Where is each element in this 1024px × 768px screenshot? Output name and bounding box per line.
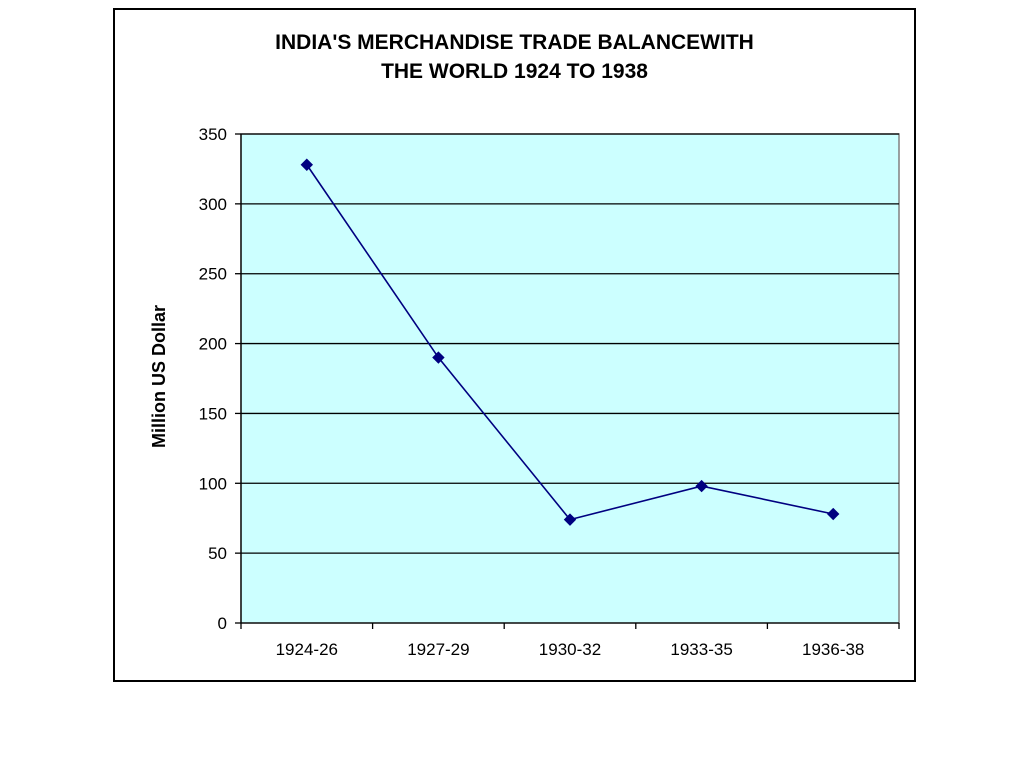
y-tick-label-200: 200	[199, 335, 227, 354]
y-tick-label-350: 350	[199, 125, 227, 144]
data-point-1927-29	[432, 351, 445, 364]
plot-area	[240, 133, 900, 624]
chart-title-line-2: THE WORLD 1924 TO 1938	[381, 60, 648, 83]
data-point-1924-26	[300, 158, 314, 171]
y-tick-label-50: 50	[208, 544, 227, 563]
chart-title-line-1: INDIA'S MERCHANDISE TRADE BALANCEWITH	[275, 31, 754, 54]
x-tick-label-1933-35: 1933-35	[670, 640, 732, 659]
y-tick-labels: 0 50 100 150 200 250 300 350	[199, 125, 227, 633]
x-tick-label-1924-26: 1924-26	[276, 640, 338, 659]
y-axis-title: Million US Dollar	[149, 305, 169, 448]
y-tick-label-300: 300	[199, 195, 227, 214]
data-point-1930-32	[563, 513, 577, 526]
x-tick-label-1930-32: 1930-32	[539, 640, 601, 659]
x-tick-label-1927-29: 1927-29	[407, 640, 469, 659]
gridlines	[241, 133, 899, 554]
data-point-1933-35	[695, 479, 708, 493]
data-point-1936-38	[826, 507, 840, 521]
y-tick-label-150: 150	[199, 404, 227, 423]
x-tick-labels: 1924-26 1927-29 1930-32 1933-35 1936-38	[276, 640, 865, 659]
x-tick-label-1936-38: 1936-38	[802, 640, 864, 659]
chart-title: INDIA'S MERCHANDISE TRADE BALANCEWITH TH…	[113, 28, 916, 86]
series-trade-balance	[300, 158, 840, 526]
axes	[235, 133, 900, 629]
y-tick-label-0: 0	[218, 614, 227, 633]
y-tick-label-100: 100	[199, 474, 227, 493]
y-tick-label-250: 250	[199, 265, 227, 284]
